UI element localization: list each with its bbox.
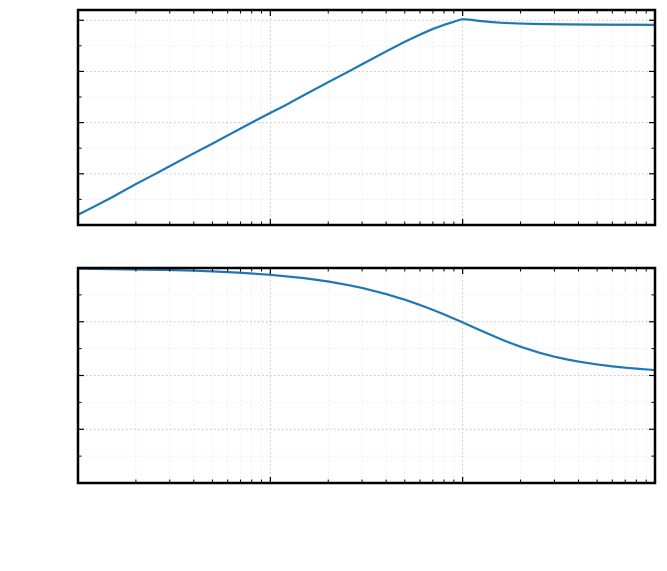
bode-chart-svg bbox=[0, 0, 667, 571]
bode-chart-container bbox=[0, 0, 667, 571]
